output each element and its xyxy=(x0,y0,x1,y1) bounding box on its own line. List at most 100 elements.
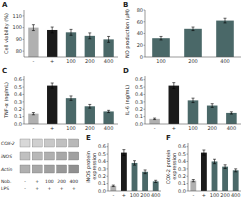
error-cap xyxy=(211,103,214,104)
y-label: iNOS protein expression xyxy=(85,151,98,183)
panel-label: B xyxy=(123,1,128,9)
band xyxy=(32,139,42,147)
error-bar xyxy=(122,150,125,156)
bar xyxy=(149,119,160,124)
error-cap xyxy=(88,108,91,109)
figure: A-+1002004008090100110Cell viability (%)… xyxy=(0,0,244,200)
x-tick-label: 400 xyxy=(220,58,230,64)
x-tick-label: 400 xyxy=(151,192,161,198)
bar xyxy=(233,170,239,191)
lane-label: + xyxy=(35,179,39,184)
y-tick-label: 0.2 xyxy=(98,173,106,179)
error-bar xyxy=(211,104,214,108)
panel: E-+1002004000.00.10.20.30.40.50.6iNOS pr… xyxy=(85,134,161,198)
panel: D-+1002004000.00.10.20.30.40.50.6IL-6 (n… xyxy=(123,67,241,131)
error-cap xyxy=(234,168,237,169)
lane-label: 100 xyxy=(45,179,54,184)
error-cap xyxy=(112,185,115,186)
x-tick-label: 200 xyxy=(140,192,150,198)
error-bar xyxy=(160,36,163,40)
error-cap xyxy=(32,114,35,115)
x-tick-label: 200 xyxy=(85,58,95,64)
bar xyxy=(85,106,95,124)
y-tick-label: 60 xyxy=(137,19,143,25)
y-tick-label: 80 xyxy=(137,7,143,13)
error-line xyxy=(225,18,226,23)
error-bar xyxy=(230,112,233,114)
x-tick-label: 400 xyxy=(104,125,114,131)
y-tick xyxy=(144,116,146,117)
y-tick-label: 0 xyxy=(140,54,143,60)
marks xyxy=(28,83,114,124)
error-bar xyxy=(32,113,35,115)
error-cap xyxy=(32,24,35,25)
y-tick-label: 0.6 xyxy=(178,143,186,149)
y-tick-label: 90 xyxy=(16,36,22,42)
y-tick xyxy=(144,21,146,22)
error-bar xyxy=(88,104,91,108)
band xyxy=(32,165,42,173)
x-axis xyxy=(24,57,118,58)
x-tick-label: 400 xyxy=(104,58,114,64)
y-tick xyxy=(144,109,146,110)
y-tick-label: 0.0 xyxy=(178,188,186,194)
error-cap xyxy=(70,95,73,96)
error-bar xyxy=(144,170,147,174)
band xyxy=(57,152,67,160)
bar xyxy=(216,21,234,57)
band xyxy=(69,152,79,160)
x-tick-label: 100 xyxy=(156,58,166,64)
error-cap xyxy=(213,159,216,160)
y-axis xyxy=(145,10,146,57)
y-tick-label: 0.5 xyxy=(14,84,22,90)
error-bar xyxy=(107,110,110,112)
error-cap xyxy=(88,32,91,33)
y-tick xyxy=(187,191,189,192)
y-axis xyxy=(188,143,189,191)
bar xyxy=(201,153,207,191)
lane-label: + xyxy=(60,186,64,191)
marks xyxy=(149,83,236,124)
y-tick-label: 0.6 xyxy=(98,143,106,149)
x-tick-label: + xyxy=(50,125,54,131)
y-tick-label: 0.4 xyxy=(14,91,22,97)
y-tick-label: 100 xyxy=(12,24,22,30)
bar xyxy=(110,186,116,191)
y-label: Cell viability (%) xyxy=(3,13,10,54)
x-tick-label: 200 xyxy=(220,192,230,198)
error-bar xyxy=(192,180,195,182)
bar xyxy=(103,111,113,124)
panel-label: A xyxy=(2,1,8,9)
y-label: IL-6 (ng/mL) xyxy=(124,85,131,115)
lane-label: - xyxy=(24,186,26,191)
error-line xyxy=(145,170,146,174)
error-cap xyxy=(51,83,54,84)
error-cap xyxy=(88,104,91,105)
y-tick-label: 20 xyxy=(137,42,143,48)
row-label: LPS xyxy=(1,186,9,191)
y-tick-label: 0.6 xyxy=(135,76,143,82)
y-tick xyxy=(107,168,109,169)
error-line xyxy=(113,185,114,186)
error-cap xyxy=(154,182,157,183)
y-tick xyxy=(187,154,189,155)
y-tick xyxy=(107,161,109,162)
error-cap xyxy=(192,98,195,99)
band xyxy=(57,165,67,173)
y-tick-label: 0.0 xyxy=(135,121,143,127)
error-cap xyxy=(224,22,227,23)
panel: A-+1002004008090100110Cell viability (%) xyxy=(2,1,118,145)
y-tick-label: 0.1 xyxy=(14,113,22,119)
y-tick xyxy=(144,57,146,58)
lane-label: + xyxy=(35,186,39,191)
y-tick xyxy=(187,176,189,177)
y-tick xyxy=(144,101,146,102)
y-label-line: expression xyxy=(171,153,178,182)
error-cap xyxy=(224,168,227,169)
error-bar xyxy=(224,165,227,169)
band xyxy=(69,139,79,147)
blot: COX-2iNOSActinNob.-+100200400LPS-++++ xyxy=(0,139,79,191)
y-tick-label: 0.5 xyxy=(135,84,143,90)
y-tick xyxy=(107,183,109,184)
marks xyxy=(110,150,158,191)
